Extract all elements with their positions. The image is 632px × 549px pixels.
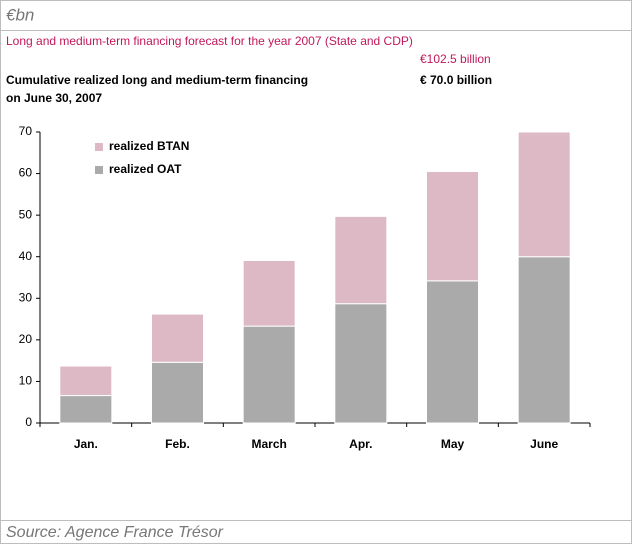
y-tick-label: 60 xyxy=(19,166,33,180)
source: Source: Agence France Trésor xyxy=(6,524,224,541)
x-tick-label: Apr. xyxy=(349,437,372,451)
x-tick-label: Jan. xyxy=(74,437,98,451)
bar-segment xyxy=(334,303,388,424)
subtitle: on June 30, 2007 xyxy=(6,91,102,105)
bar-segment xyxy=(517,256,571,424)
bar-segment xyxy=(151,361,204,424)
y-tick-label: 10 xyxy=(19,374,33,388)
bar-segment xyxy=(59,365,113,397)
x-tick-label: March xyxy=(251,437,286,451)
legend-label: realized BTAN xyxy=(109,139,189,153)
bar-segment xyxy=(59,395,113,424)
bar-segment xyxy=(426,280,479,424)
x-tick-label: May xyxy=(441,437,465,451)
x-tick-label: June xyxy=(530,437,558,451)
y-tick-label: 50 xyxy=(19,207,33,221)
chart-title: Long and medium-term financing forecast … xyxy=(6,34,413,48)
legend-label: realized OAT xyxy=(109,162,182,176)
bar-segment xyxy=(151,313,204,363)
bar-segment xyxy=(334,215,388,305)
y-tick-label: 40 xyxy=(19,249,33,263)
bar-segment xyxy=(242,259,296,327)
subtitle: Cumulative realized long and medium-term… xyxy=(6,73,308,87)
bar-segment xyxy=(242,325,296,424)
legend-swatch xyxy=(95,143,103,151)
y-tick-label: 0 xyxy=(25,415,32,429)
y-tick-label: 30 xyxy=(19,290,33,304)
x-tick-label: Feb. xyxy=(165,437,190,451)
bar-segment xyxy=(426,170,479,282)
cumulative: € 70.0 billion xyxy=(420,73,492,87)
y-tick-label: 20 xyxy=(19,332,33,346)
bar-segment xyxy=(517,131,571,258)
legend-swatch xyxy=(95,166,103,174)
y-tick-label: 70 xyxy=(19,124,33,138)
forecast: €102.5 billion xyxy=(420,52,491,66)
unit: €bn xyxy=(6,5,34,24)
